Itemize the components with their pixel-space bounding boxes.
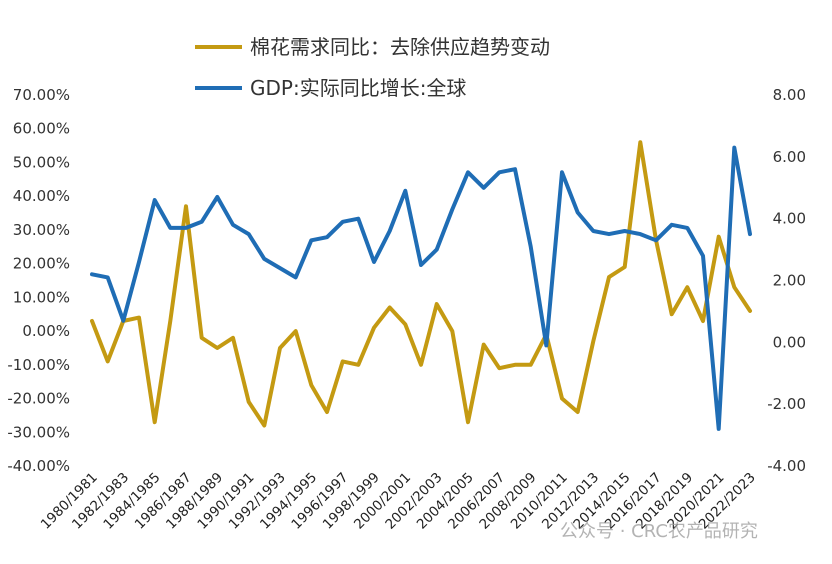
left-tick-label: 70.00%	[13, 86, 70, 104]
left-tick-label: -40.00%	[7, 457, 70, 475]
right-tick-label: 2.00	[773, 272, 806, 290]
left-tick-label: 60.00%	[13, 120, 70, 138]
right-y-axis: -4.00 -2.00 0.00 2.00 4.00 6.00 8.00	[767, 86, 806, 475]
right-tick-label: 6.00	[773, 148, 806, 166]
series-layer	[90, 140, 752, 431]
right-tick-label: -2.00	[767, 395, 806, 413]
left-y-axis: -40.00% -30.00% -20.00% -10.00% 0.00% 10.00% 2…	[7, 86, 70, 475]
left-tick-label: -30.00%	[7, 423, 70, 441]
legend: 棉花需求同比：去除供应趋势变动 GDP:实际同比增长:全球	[195, 35, 550, 100]
right-tick-label: 4.00	[773, 210, 806, 228]
watermark: 公众号 · CRC农产品研究	[560, 521, 758, 542]
left-tick-label: 50.00%	[13, 153, 70, 171]
left-tick-label: 30.00%	[13, 221, 70, 239]
left-tick-label: 40.00%	[13, 187, 70, 205]
left-tick-label: -20.00%	[7, 390, 70, 408]
legend-label-gdp: GDP:实际同比增长:全球	[250, 76, 466, 100]
right-tick-label: -4.00	[767, 457, 806, 475]
left-tick-label: 0.00%	[22, 322, 70, 340]
left-tick-label: 10.00%	[13, 288, 70, 306]
right-tick-label: 0.00	[773, 333, 806, 351]
legend-label-cotton: 棉花需求同比：去除供应趋势变动	[250, 35, 550, 59]
left-tick-label: -10.00%	[7, 356, 70, 374]
left-tick-label: 20.00%	[13, 255, 70, 273]
right-tick-label: 8.00	[773, 86, 806, 104]
